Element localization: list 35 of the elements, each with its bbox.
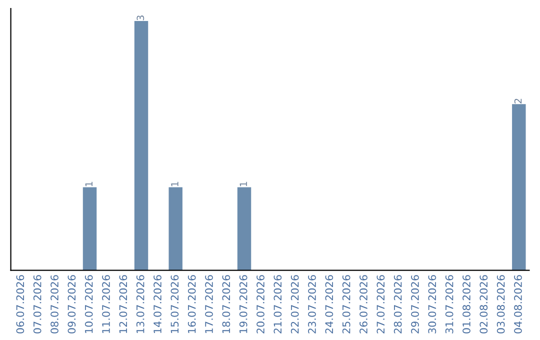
x-tick-label: 17.07.2026 bbox=[205, 275, 213, 333]
x-tick-label: 06.07.2026 bbox=[16, 275, 24, 334]
x-tick-label: 03.08.2026 bbox=[496, 275, 505, 334]
x-tick-label: 18.07.2026 bbox=[222, 275, 230, 333]
x-tick-label: 02.08.2026 bbox=[480, 275, 488, 334]
x-tick-label: 04.08.2026 bbox=[514, 275, 522, 334]
x-tick-label: 14.07.2026 bbox=[154, 275, 162, 333]
x-tick-label: 26.07.2026 bbox=[360, 275, 368, 334]
x-tick-label: 07.07.2026 bbox=[33, 275, 42, 334]
x-tick-label: 27.07.2026 bbox=[376, 275, 385, 334]
x-tick-label: 24.07.2026 bbox=[325, 275, 334, 334]
data-label: 1 bbox=[85, 182, 92, 186]
x-tick-label: 21.07.2026 bbox=[274, 275, 282, 334]
x-tick-label: 20.07.2026 bbox=[256, 275, 264, 334]
x-tick-label: 13.07.2026 bbox=[136, 275, 144, 333]
x-tick-label: 19.07.2026 bbox=[239, 275, 248, 333]
data-label: 3 bbox=[136, 16, 144, 20]
x-tick-label: 08.07.2026 bbox=[50, 275, 58, 334]
x-tick-label: 01.08.2026 bbox=[462, 275, 470, 334]
x-tick-label: 30.07.2026 bbox=[428, 275, 436, 334]
x-tick-label: 09.07.2026 bbox=[68, 275, 76, 334]
x-tick-label: 10.07.2026 bbox=[84, 275, 93, 333]
x-tick-label: 29.07.2026 bbox=[411, 275, 419, 334]
x-tick-label: 22.07.2026 bbox=[290, 275, 299, 334]
x-tick-label: 15.07.2026 bbox=[170, 275, 179, 333]
data-label: 1 bbox=[171, 182, 178, 186]
x-tick-label: 12.07.2026 bbox=[119, 275, 128, 333]
x-tick-label: 16.07.2026 bbox=[188, 275, 196, 333]
x-tick-label: 28.07.2026 bbox=[394, 275, 402, 334]
data-label: 2 bbox=[514, 98, 522, 104]
data-label: 1 bbox=[240, 182, 247, 186]
x-tick-label: 11.07.2026 bbox=[102, 275, 110, 333]
x-tick-label: 25.07.2026 bbox=[342, 275, 350, 334]
x-tick-label: 23.07.2026 bbox=[308, 275, 316, 334]
x-tick-label: 31.07.2026 bbox=[445, 275, 454, 334]
